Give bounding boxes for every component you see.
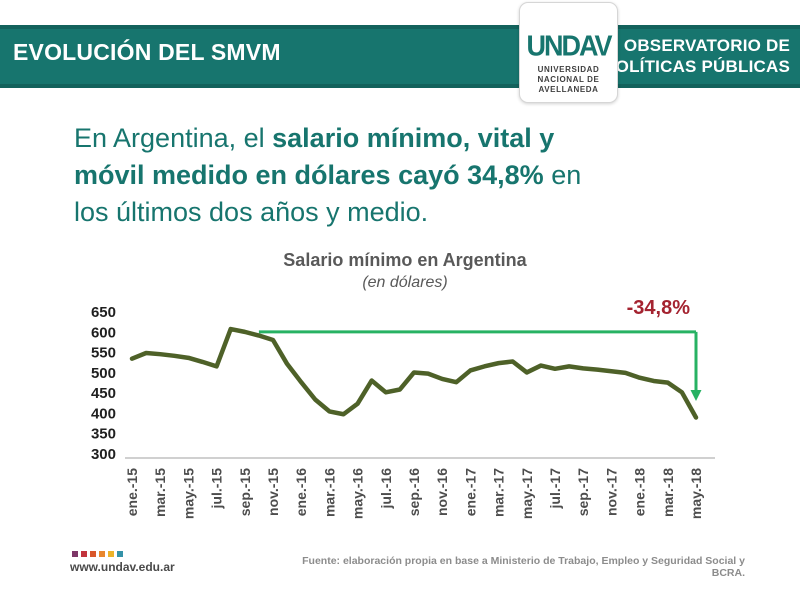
svg-text:jul.-17: jul.-17 bbox=[547, 468, 563, 510]
smvm-line-chart: 650 600 550 500 450 400 350 300 ene.-15 mar.-15 ma… bbox=[91, 304, 715, 519]
svg-text:mar.-18: mar.-18 bbox=[660, 468, 676, 517]
svg-text:500: 500 bbox=[91, 365, 116, 382]
undav-logo-caption: UNIVERSIDAD NACIONAL DE AVELLANEDA bbox=[537, 65, 600, 94]
undav-logo: UNDAV UNIVERSIDAD NACIONAL DE AVELLANEDA bbox=[519, 2, 618, 103]
svg-text:ene.-16: ene.-16 bbox=[293, 468, 309, 516]
svg-text:450: 450 bbox=[91, 385, 116, 402]
chart-subtitle: (en dólares) bbox=[362, 274, 448, 291]
svg-text:nov.-15: nov.-15 bbox=[265, 468, 281, 516]
chart-title: Salario mínimo en Argentina bbox=[283, 250, 527, 270]
svg-text:sep.-17: sep.-17 bbox=[575, 468, 591, 516]
website-link[interactable]: www.undav.edu.ar bbox=[70, 560, 175, 574]
svg-text:sep.-16: sep.-16 bbox=[406, 468, 422, 516]
svg-text:nov.-17: nov.-17 bbox=[603, 468, 619, 516]
svg-text:may.-15: may.-15 bbox=[180, 468, 196, 519]
svg-text:may.-16: may.-16 bbox=[350, 468, 366, 519]
svg-text:600: 600 bbox=[91, 324, 116, 341]
undav-wordmark-icon: UNDAV bbox=[526, 30, 613, 62]
svg-text:may.-18: may.-18 bbox=[688, 468, 704, 519]
footer-color-dots-icon bbox=[72, 551, 123, 557]
source-note: Fuente: elaboración propia en base a Min… bbox=[302, 555, 745, 579]
svg-text:sep.-15: sep.-15 bbox=[237, 468, 253, 516]
svg-text:350: 350 bbox=[91, 426, 116, 443]
svg-text:650: 650 bbox=[91, 304, 116, 321]
svg-text:300: 300 bbox=[91, 446, 116, 463]
headline: En Argentina, el salario mínimo, vital y… bbox=[74, 123, 582, 227]
org-name-line1: OBSERVATORIO DE bbox=[623, 36, 790, 55]
svg-text:jul.-16: jul.-16 bbox=[378, 468, 394, 510]
page-title: EVOLUCIÓN DEL SMVM bbox=[13, 39, 281, 65]
svg-text:550: 550 bbox=[91, 345, 116, 362]
org-name-line2: POLÍTICAS PÚBLICAS bbox=[604, 57, 790, 76]
svg-text:mar.-16: mar.-16 bbox=[321, 468, 337, 517]
svg-text:mar.-17: mar.-17 bbox=[491, 468, 507, 517]
svg-text:may.-17: may.-17 bbox=[519, 468, 535, 519]
svg-text:jul.-15: jul.-15 bbox=[209, 468, 225, 510]
drop-annotation-label: -34,8% bbox=[626, 297, 690, 319]
svg-text:ene.-17: ene.-17 bbox=[462, 468, 478, 516]
svg-text:ene.-18: ene.-18 bbox=[632, 468, 648, 516]
org-name: OBSERVATORIO DE POLÍTICAS PÚBLICAS bbox=[604, 35, 790, 77]
header-band: EVOLUCIÓN DEL SMVM OBSERVATORIO DE POLÍT… bbox=[0, 25, 800, 88]
svg-text:nov.-16: nov.-16 bbox=[434, 468, 450, 516]
svg-text:mar.-15: mar.-15 bbox=[152, 468, 168, 517]
svg-text:ene.-15: ene.-15 bbox=[124, 468, 140, 516]
svg-text:400: 400 bbox=[91, 405, 116, 422]
